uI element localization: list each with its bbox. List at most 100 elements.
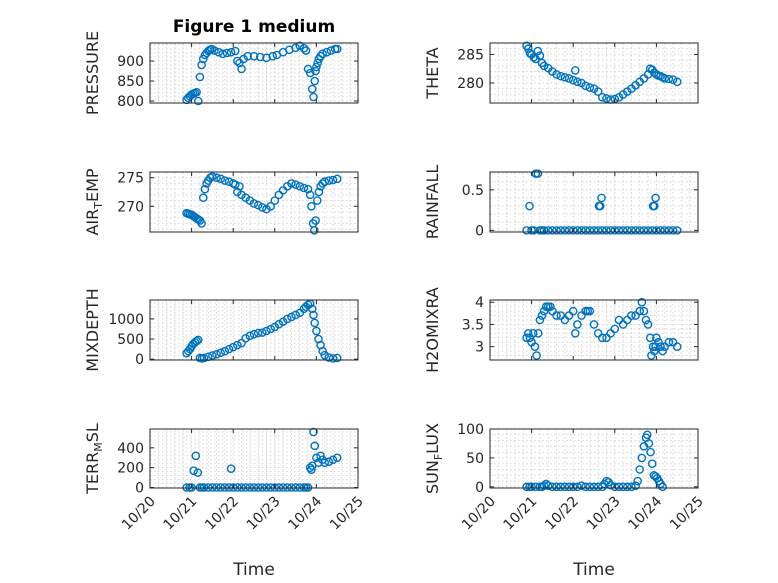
data-point bbox=[530, 342, 540, 351]
data-point bbox=[305, 190, 315, 200]
data-point bbox=[647, 226, 657, 235]
data-point bbox=[262, 326, 271, 336]
data-point bbox=[548, 482, 557, 492]
ylabel-5: H2OMIXRA bbox=[423, 287, 442, 373]
data-point bbox=[291, 180, 300, 189]
data-point bbox=[568, 75, 578, 85]
y-tick-label: 4 bbox=[475, 295, 484, 311]
data-point bbox=[606, 226, 615, 235]
y-tick-label: 285 bbox=[457, 47, 484, 63]
data-point bbox=[291, 43, 300, 53]
data-point bbox=[243, 51, 253, 61]
data-point bbox=[312, 326, 321, 336]
data-point bbox=[328, 455, 338, 465]
data-point bbox=[189, 466, 198, 475]
data-point bbox=[543, 481, 553, 490]
data-point bbox=[527, 482, 536, 492]
data-point bbox=[220, 176, 230, 185]
subplot-3: 0 0.5 RAINFALL bbox=[423, 165, 699, 239]
data-point bbox=[637, 453, 647, 463]
data-point bbox=[320, 177, 330, 187]
y-tick-label: 800 bbox=[117, 94, 144, 110]
data-point bbox=[564, 226, 574, 235]
y-tick-label: 0 bbox=[135, 352, 144, 368]
data-point bbox=[581, 226, 590, 235]
data-point bbox=[556, 226, 566, 235]
data-point bbox=[237, 338, 246, 348]
data-point bbox=[307, 465, 316, 474]
y-tick-label: 0 bbox=[475, 480, 484, 496]
y-tick-label: 400 bbox=[117, 441, 144, 457]
data-point bbox=[266, 324, 275, 334]
data-point bbox=[614, 226, 624, 235]
data-point bbox=[220, 346, 230, 356]
y-tick-label: 900 bbox=[117, 54, 144, 70]
data-point bbox=[585, 226, 595, 235]
subplot-6: 10/20 10/21 10/22 10/23 10/24 10/25 0 200 400 TER… bbox=[83, 423, 367, 580]
data-point bbox=[301, 46, 311, 55]
data-point bbox=[633, 476, 642, 486]
data-point bbox=[643, 320, 653, 329]
data-point bbox=[266, 201, 275, 211]
data-point bbox=[535, 315, 545, 325]
data-point bbox=[287, 179, 296, 188]
x-tick-label: 10/25 bbox=[327, 494, 367, 534]
x-tick-label: 10/22 bbox=[202, 494, 242, 534]
data-point bbox=[309, 92, 318, 102]
x-tick-label: 10/21 bbox=[161, 494, 201, 534]
y-tick-label: 270 bbox=[117, 199, 144, 215]
data-point bbox=[668, 226, 678, 235]
data-point bbox=[532, 351, 541, 360]
data-point bbox=[210, 46, 219, 55]
data-point bbox=[192, 87, 201, 97]
data-point bbox=[230, 46, 240, 56]
data-point bbox=[332, 453, 342, 463]
data-point bbox=[672, 226, 682, 235]
data-point bbox=[645, 333, 655, 343]
data-point bbox=[193, 335, 203, 345]
data-point bbox=[651, 193, 660, 203]
y-tick-label: 100 bbox=[457, 422, 484, 438]
data-point bbox=[589, 482, 599, 492]
data-point bbox=[309, 427, 318, 437]
data-point bbox=[585, 306, 595, 316]
data-point bbox=[606, 480, 615, 490]
subplot-2: 270 275 AIRTEMP bbox=[83, 168, 359, 236]
data-point bbox=[658, 482, 667, 492]
data-point bbox=[311, 216, 320, 225]
data-point bbox=[627, 482, 636, 492]
data-point bbox=[328, 354, 338, 363]
data-point bbox=[539, 226, 549, 235]
data-point bbox=[226, 464, 236, 473]
data-point bbox=[635, 226, 645, 235]
y-tick-label: 1000 bbox=[108, 312, 144, 328]
data-point bbox=[230, 180, 240, 189]
data-point bbox=[233, 340, 242, 350]
data-point bbox=[522, 333, 531, 343]
data-point bbox=[595, 201, 605, 211]
data-point bbox=[573, 482, 582, 492]
data-point bbox=[318, 346, 327, 356]
data-point bbox=[564, 482, 574, 492]
x-tick-label: 10/21 bbox=[501, 494, 541, 534]
data-point bbox=[650, 201, 659, 211]
data-point bbox=[295, 41, 305, 51]
data-point bbox=[258, 328, 267, 337]
data-point bbox=[235, 181, 244, 191]
data-point bbox=[614, 482, 624, 492]
data-point bbox=[546, 302, 555, 311]
y-tick-label: 50 bbox=[466, 451, 484, 467]
data-point bbox=[318, 49, 327, 59]
data-point bbox=[305, 68, 315, 78]
x-tick-label: 10/22 bbox=[542, 494, 582, 534]
data-point bbox=[610, 482, 620, 492]
data-point bbox=[212, 173, 221, 183]
data-point bbox=[313, 58, 322, 68]
data-point bbox=[602, 226, 611, 235]
axes-box bbox=[149, 42, 359, 104]
data-point bbox=[533, 329, 543, 338]
data-point bbox=[529, 226, 538, 235]
data-point bbox=[568, 226, 578, 235]
data-point bbox=[249, 329, 259, 339]
ylabel-7: SUNFLUX bbox=[423, 423, 445, 494]
